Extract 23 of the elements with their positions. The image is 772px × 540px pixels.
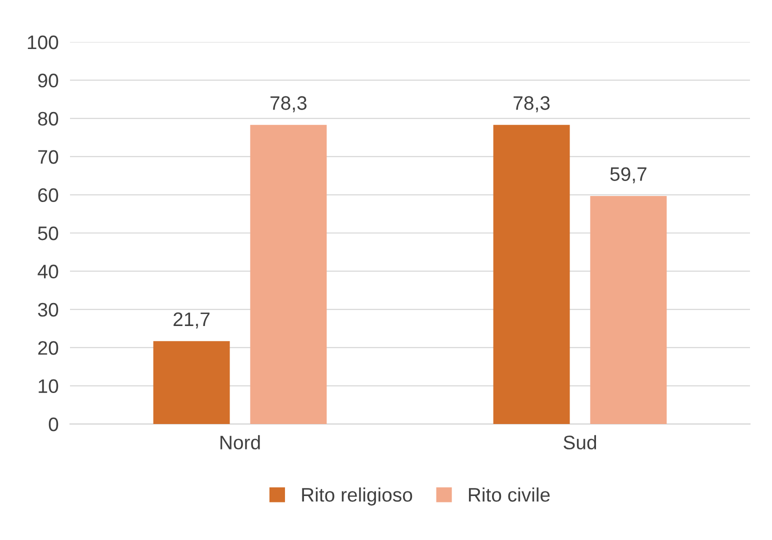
- data-label: 78,3: [270, 96, 307, 112]
- y-tick-label: 90: [38, 74, 58, 88]
- y-tick-label: 50: [38, 226, 58, 240]
- data-label: 21,7: [174, 312, 210, 328]
- x-tick-label: Sud: [564, 435, 596, 450]
- data-label: 59,7: [610, 167, 646, 184]
- y-tick-label: 80: [38, 112, 58, 126]
- legend-label: Rito religioso: [302, 487, 412, 506]
- y-tick-label: 20: [38, 341, 58, 355]
- y-tick-label: 60: [38, 188, 58, 202]
- y-tick-label: 70: [38, 150, 58, 164]
- y-tick-label: 10: [38, 379, 58, 394]
- bar: [250, 124, 327, 424]
- y-tick-label: 30: [38, 302, 58, 317]
- y-tick-label: 100: [28, 35, 58, 50]
- data-label: 78,3: [514, 96, 550, 112]
- legend-label: Rito civile: [468, 487, 550, 502]
- bar: [493, 124, 570, 424]
- y-tick-label: 40: [38, 264, 58, 278]
- bar: [590, 196, 667, 424]
- y-tick-label: 0: [48, 417, 58, 432]
- bar: [153, 341, 230, 424]
- x-tick-label: Nord: [220, 435, 260, 450]
